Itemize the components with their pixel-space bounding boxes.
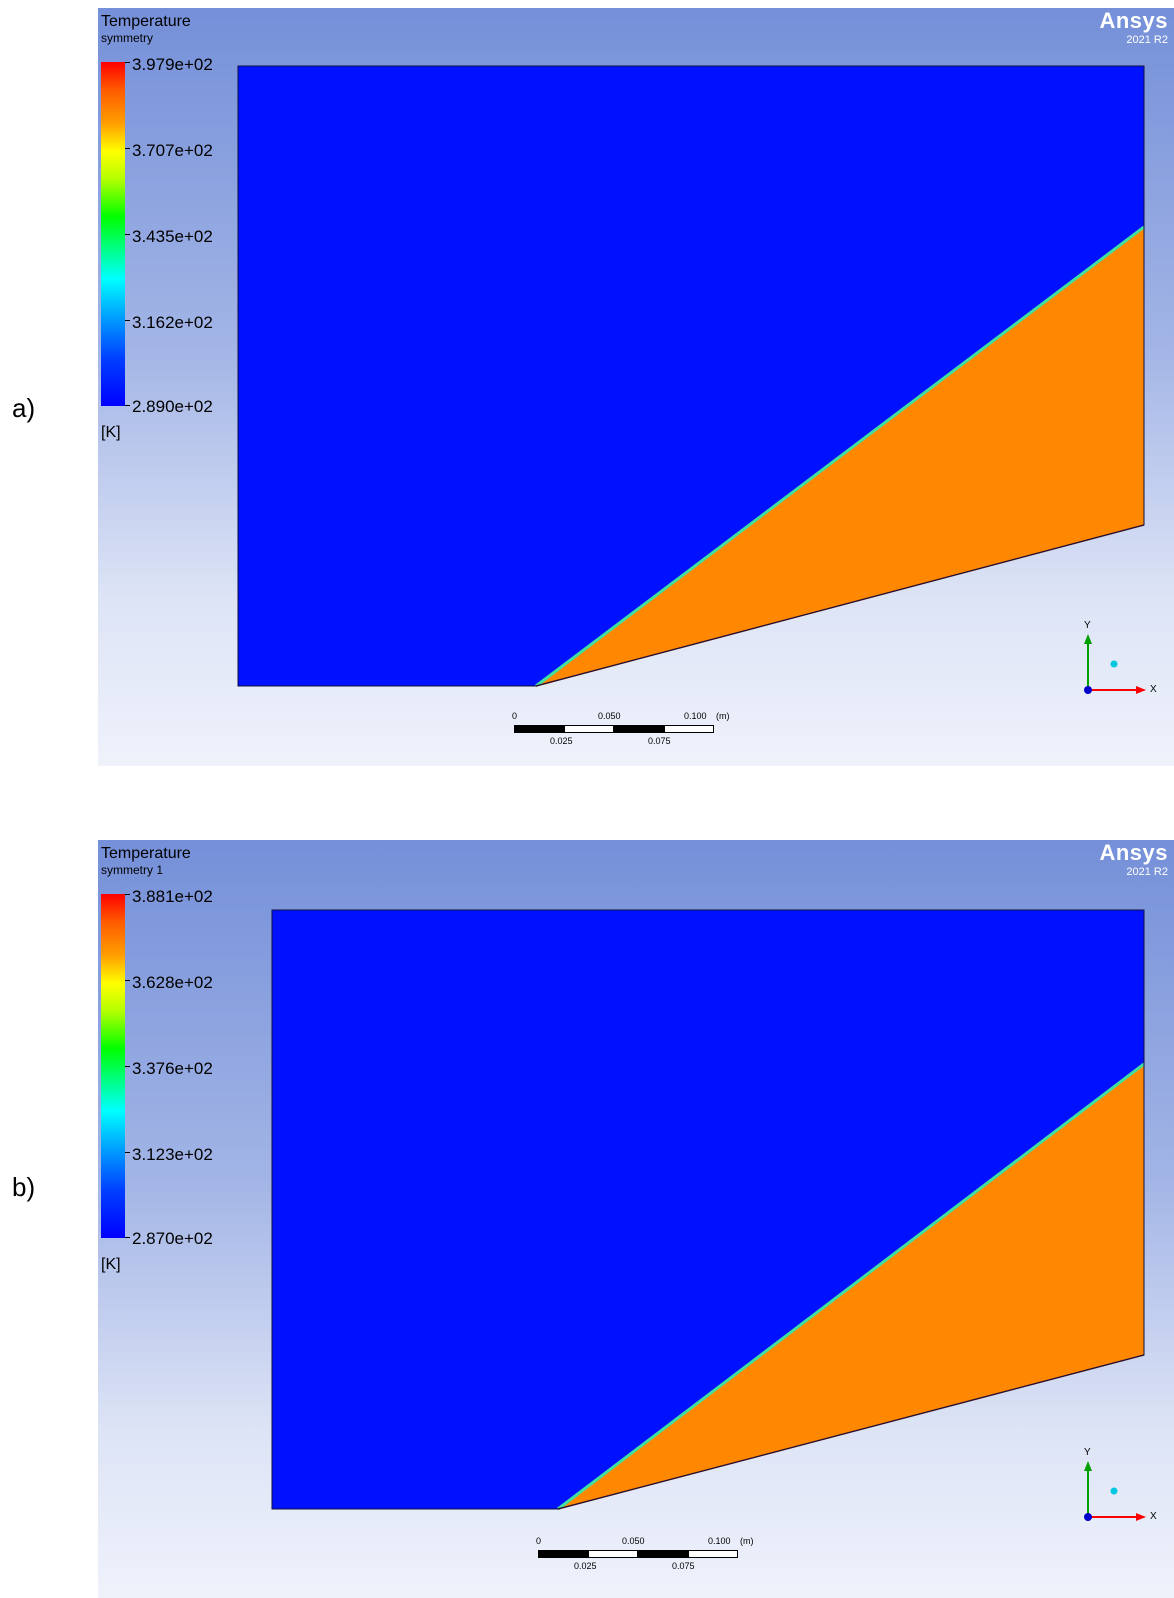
length-scale: 0 0.050 0.100 (m) 0.025 0.075 [536,1536,778,1584]
temperature-contour [237,65,1145,688]
legend-label-max: 3.979e+02 [132,55,213,74]
legend-tick [125,320,130,321]
scale-unit: (m) [716,711,730,721]
scale-unit: (m) [740,1536,754,1546]
legend-label: 3.123e+02 [132,1145,213,1164]
legend-tick [125,980,130,981]
legend-label-max: 3.881e+02 [132,887,213,906]
brand-version: 2021 R2 [1126,34,1168,46]
interface-line [535,225,1145,688]
legend-tick [125,405,130,406]
viewport-a[interactable]: Temperature symmetry Ansys 2021 R2 3.979… [98,8,1174,766]
legend-tick [125,148,130,149]
scale-label: 0.025 [550,736,573,746]
legend-tick [125,1237,130,1238]
legend-unit: [K] [101,1256,121,1273]
legend-tick [125,1152,130,1153]
contour-title: Temperature [101,13,191,30]
domain-cold-region [272,910,1144,1509]
legend-label-min: 2.890e+02 [132,397,213,416]
contour-subtitle: symmetry [101,31,153,45]
legend-label: 3.162e+02 [132,313,213,332]
scale-segment [614,725,664,733]
scale-label: 0.075 [672,1561,695,1571]
ansys-logo: Ansys 2021 R2 [1099,8,1168,47]
viewport-b[interactable]: Temperature symmetry 1 Ansys 2021 R2 3.8… [98,840,1174,1598]
scale-label: 0.100 [708,1536,731,1546]
scale-label: 0.075 [648,736,671,746]
temperature-contour [271,909,1145,1511]
panel-a-label: a) [12,393,36,423]
scale-segment [564,725,614,733]
color-legend-bar [101,894,125,1238]
scale-segment [538,1550,588,1558]
axis-triad-icon [1084,634,1146,694]
domain-cold-region [238,66,1144,686]
axis-triad: Y X [1080,618,1160,698]
brand-name: Ansys [1099,840,1168,865]
scale-label: 0.050 [598,711,621,721]
scale-label: 0 [512,711,518,721]
interface-line [557,1062,1145,1511]
axis-label-x: X [1150,684,1157,695]
scale-label: 0.100 [684,711,707,721]
legend-tick [125,234,130,235]
scale-segment [514,725,564,733]
legend-tick [125,62,130,63]
contour-subtitle: symmetry 1 [101,863,164,877]
scale-segment [664,725,714,733]
domain-outline [237,65,1145,687]
legend-tick [125,1066,130,1067]
legend-unit: [K] [101,424,121,441]
color-legend-bar [101,62,125,406]
domain-outline [271,909,1145,1510]
length-scale: 0 0.050 0.100 (m) 0.025 0.075 [512,711,754,759]
axis-triad-icon [1084,1461,1146,1521]
scale-segment [588,1550,638,1558]
legend-label: 3.435e+02 [132,227,213,246]
scale-label: 0.050 [622,1536,645,1546]
brand-name: Ansys [1099,8,1168,33]
scale-label: 0 [536,1536,542,1546]
axis-triad: Y X [1080,1445,1160,1525]
axis-label-y: Y [1084,1447,1091,1458]
scale-segment [688,1550,738,1558]
legend-tick [125,894,130,895]
brand-version: 2021 R2 [1126,866,1168,878]
contour-title: Temperature [101,845,191,862]
legend-label: 3.376e+02 [132,1059,213,1078]
panel-b-label: b) [12,1172,36,1202]
scale-segment [638,1550,688,1558]
scale-label: 0.025 [574,1561,597,1571]
legend-label-min: 2.870e+02 [132,1229,213,1248]
legend-label: 3.628e+02 [132,973,213,992]
ansys-logo: Ansys 2021 R2 [1099,840,1168,879]
axis-label-x: X [1150,1511,1157,1522]
axis-label-y: Y [1084,620,1091,631]
legend-label: 3.707e+02 [132,141,213,160]
